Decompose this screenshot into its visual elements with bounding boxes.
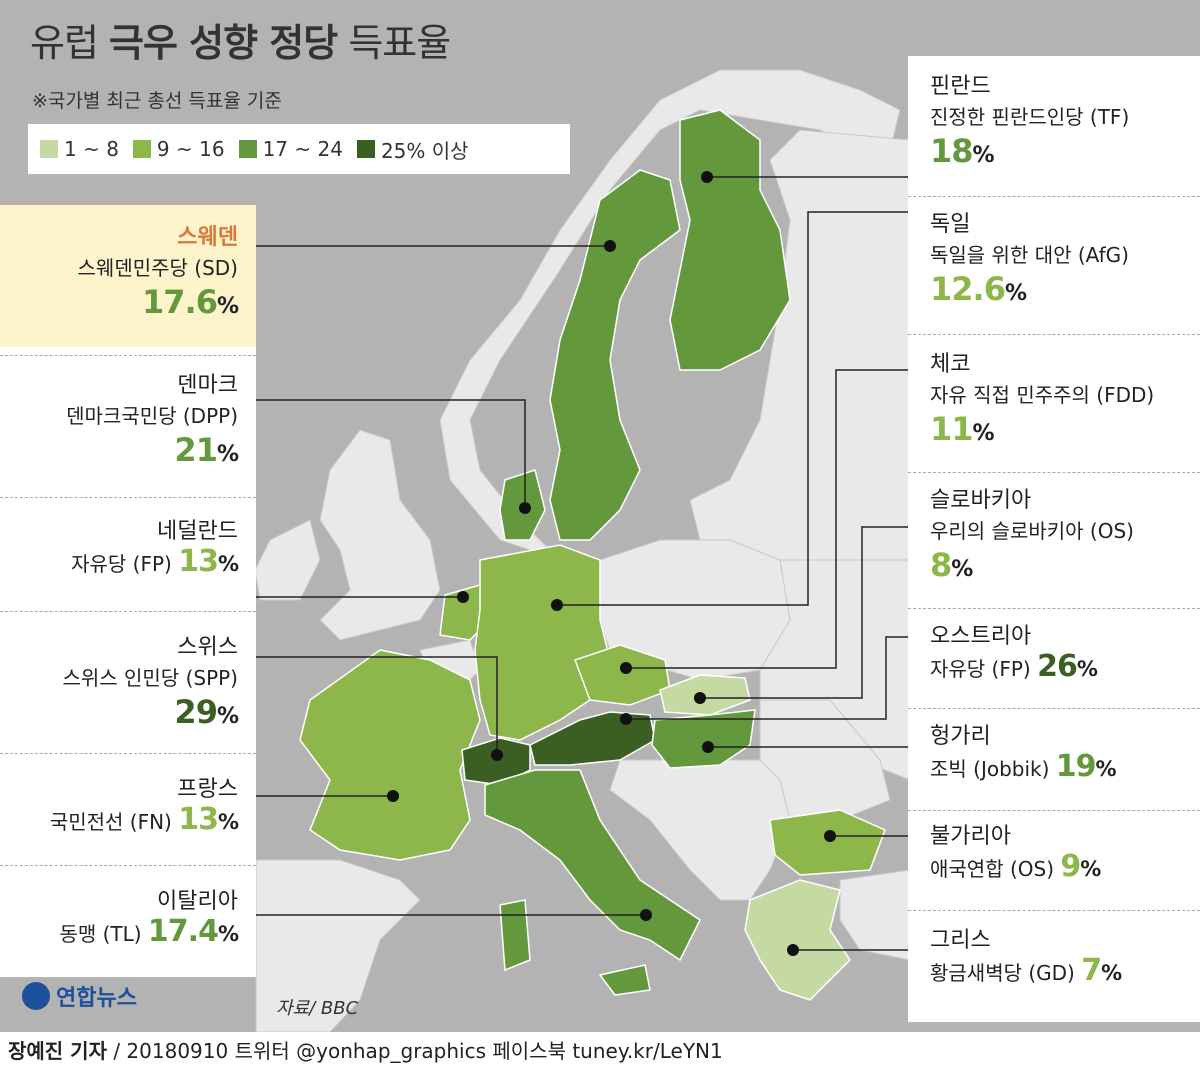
title-part-1: 유럽	[30, 21, 109, 65]
legend-item-1: 1 ~ 8	[40, 137, 119, 161]
credit-details: / 20180910 트위터 @yonhap_graphics 페이스북 tun…	[106, 1039, 723, 1063]
country-italy-sardinia	[499, 899, 531, 972]
country-name: 스웨덴	[177, 225, 238, 250]
page-title: 유럽 극우 성향 정당 득표율	[30, 12, 451, 67]
logo-text: 연합뉴스	[56, 986, 137, 1011]
vote-share: 17.6%	[142, 283, 239, 321]
party-name: 스웨덴민주당 (SD)	[77, 256, 238, 280]
yonhap-logo-icon	[22, 982, 50, 1010]
land-norway	[439, 69, 901, 561]
country-hungary	[651, 709, 756, 769]
entry-germany: 독일 독일을 위한 대안 (AfG) 12.6%	[930, 212, 1129, 308]
left-panel: 스웨덴 스웨덴민주당 (SD) 17.6% 덴마크 덴마크국민당 (DPP) 2…	[0, 205, 256, 977]
title-part-bold: 극우 성향 정당	[109, 21, 338, 65]
title-part-2: 득표율	[337, 21, 451, 65]
yonhap-logo: 연합뉴스	[22, 980, 137, 1012]
source-note: 자료/ BBC	[276, 998, 359, 1019]
location-dots	[387, 171, 836, 956]
right-panel: 핀란드 진정한 핀란드인당 (TF) 18% 독일 독일을 위한 대안 (AfG…	[908, 56, 1200, 1022]
author-name: 장예진 기자	[8, 1039, 107, 1063]
country-france	[299, 649, 481, 861]
legend: 1 ~ 8 9 ~ 16 17 ~ 24 25% 이상	[28, 124, 570, 174]
connector-lines	[256, 176, 908, 951]
footer-credit: 장예진 기자 / 20180910 트위터 @yonhap_graphics 페…	[0, 1032, 1200, 1070]
land-turkey	[839, 869, 911, 961]
legend-item-2: 9 ~ 16	[132, 137, 225, 161]
entry-greece: 그리스 황금새벽당 (GD) 7%	[930, 928, 1122, 988]
entry-france: 프랑스 국민전선 (FN) 13%	[49, 777, 239, 837]
entry-netherlands: 네덜란드 자유당 (FP) 13%	[71, 519, 239, 579]
land-uk	[319, 429, 441, 641]
country-italy-sicily	[598, 964, 651, 996]
entry-bulgaria: 불가리아 애국연합 (OS) 9%	[930, 824, 1101, 884]
entry-austria: 오스트리아 자유당 (FP) 26%	[930, 624, 1098, 684]
country-finland	[669, 109, 791, 371]
country-sweden	[549, 169, 681, 541]
country-switzerland	[461, 737, 531, 786]
subtitle: ※국가별 최근 총선 득표율 기준	[32, 90, 282, 112]
entry-czech: 체코 자유 직접 민주주의 (FDD) 11%	[930, 352, 1155, 448]
country-greece	[744, 879, 851, 1001]
entry-finland: 핀란드 진정한 핀란드인당 (TF) 18%	[930, 74, 1130, 170]
entry-hungary: 헝가리 조빅 (Jobbik) 19%	[930, 724, 1117, 784]
entry-italy: 이탈리아 동맹 (TL) 17.4%	[59, 889, 239, 949]
land-iberia	[255, 859, 421, 1032]
entry-denmark: 덴마크 덴마크국민당 (DPP) 21%	[66, 373, 239, 469]
country-bulgaria	[769, 809, 886, 876]
entry-sweden: 스웨덴 스웨덴민주당 (SD) 17.6%	[0, 205, 256, 347]
legend-item-3: 17 ~ 24	[238, 137, 343, 161]
legend-item-4: 25% 이상	[356, 135, 469, 164]
entry-switzerland: 스위스 스위스 인민당 (SPP) 29%	[62, 635, 239, 731]
country-germany	[474, 544, 611, 741]
land-balkans	[609, 759, 801, 901]
entry-slovakia: 슬로바키아 우리의 슬로바키아 (OS) 8%	[930, 488, 1134, 584]
